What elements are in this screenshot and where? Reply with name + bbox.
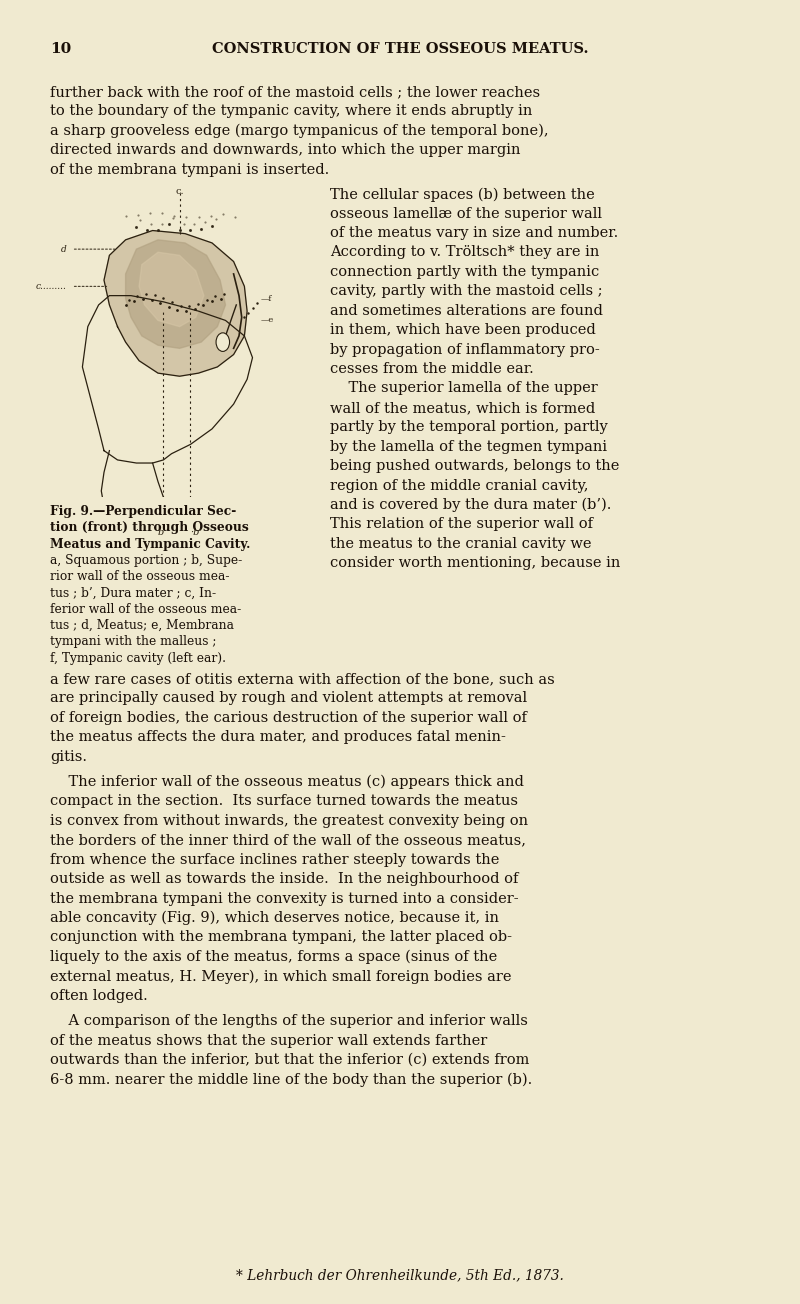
Text: able concavity (Fig. 9), which deserves notice, because it, in: able concavity (Fig. 9), which deserves … [50,911,499,926]
Text: tus ; b’, Dura mater ; c, In-: tus ; b’, Dura mater ; c, In- [50,587,216,600]
Text: cesses from the middle ear.: cesses from the middle ear. [330,363,534,376]
Text: outside as well as towards the inside.  In the neighbourhood of: outside as well as towards the inside. I… [50,872,518,887]
Polygon shape [126,240,226,348]
Text: c.: c. [175,188,184,196]
Text: rior wall of the osseous mea-: rior wall of the osseous mea- [50,570,230,583]
Text: —e: —e [261,317,274,325]
Text: 6-8 mm. nearer the middle line of the body than the superior (b).: 6-8 mm. nearer the middle line of the bo… [50,1072,532,1086]
Text: Fig. 9.—Perpendicular Sec-: Fig. 9.—Perpendicular Sec- [50,505,236,518]
Text: CONSTRUCTION OF THE OSSEOUS MEATUS.: CONSTRUCTION OF THE OSSEOUS MEATUS. [212,42,588,56]
Text: b: b [158,528,164,537]
Text: a, Squamous portion ; b, Supe-: a, Squamous portion ; b, Supe- [50,554,242,567]
Text: the meatus affects the dura mater, and produces fatal menin-: the meatus affects the dura mater, and p… [50,730,506,745]
Text: connection partly with the tympanic: connection partly with the tympanic [330,265,599,279]
Text: outwards than the inferior, but that the inferior (c) extends from: outwards than the inferior, but that the… [50,1054,530,1067]
Ellipse shape [216,333,230,351]
Text: partly by the temporal portion, partly: partly by the temporal portion, partly [330,420,608,434]
Text: are principally caused by rough and violent attempts at removal: are principally caused by rough and viol… [50,691,527,705]
Text: by propagation of inflammatory pro-: by propagation of inflammatory pro- [330,343,600,356]
Text: region of the middle cranial cavity,: region of the middle cranial cavity, [330,479,589,493]
Text: A comparison of the lengths of the superior and inferior walls: A comparison of the lengths of the super… [50,1015,528,1028]
Text: osseous lamellæ of the superior wall: osseous lamellæ of the superior wall [330,206,602,220]
Text: of the membrana tympani is inserted.: of the membrana tympani is inserted. [50,163,330,177]
Text: d: d [61,245,66,253]
Polygon shape [104,231,247,377]
Polygon shape [139,252,204,326]
Text: ferior wall of the osseous mea-: ferior wall of the osseous mea- [50,602,242,615]
Text: in them, which have been produced: in them, which have been produced [330,323,596,338]
Text: of foreign bodies, the carious destruction of the superior wall of: of foreign bodies, the carious destructi… [50,711,527,725]
Text: 10: 10 [50,42,71,56]
Text: often lodged.: often lodged. [50,988,148,1003]
Text: cavity, partly with the mastoid cells ;: cavity, partly with the mastoid cells ; [330,284,602,299]
Text: tympani with the malleus ;: tympani with the malleus ; [50,635,217,648]
Text: from whence the surface inclines rather steeply towards the: from whence the surface inclines rather … [50,853,499,867]
Text: —f: —f [261,295,272,303]
Text: tus ; d, Meatus; e, Membrana: tus ; d, Meatus; e, Membrana [50,619,234,632]
Text: This relation of the superior wall of: This relation of the superior wall of [330,518,593,531]
Text: of the meatus vary in size and number.: of the meatus vary in size and number. [330,226,618,240]
Text: f, Tympanic cavity (left ear).: f, Tympanic cavity (left ear). [50,652,226,665]
Text: The superior lamella of the upper: The superior lamella of the upper [330,381,598,395]
Text: conjunction with the membrana tympani, the latter placed ob-: conjunction with the membrana tympani, t… [50,931,512,944]
Text: gitis.: gitis. [50,750,87,764]
Text: * Lehrbuch der Ohrenheilkunde, 5th Ed., 1873.: * Lehrbuch der Ohrenheilkunde, 5th Ed., … [236,1267,564,1282]
Text: external meatus, H. Meyer), in which small foreign bodies are: external meatus, H. Meyer), in which sma… [50,969,511,983]
Text: ·b': ·b' [190,528,202,537]
Text: and is covered by the dura mater (b’).: and is covered by the dura mater (b’). [330,498,611,512]
Text: the borders of the inner third of the wall of the osseous meatus,: the borders of the inner third of the wa… [50,833,526,848]
Text: wall of the meatus, which is formed: wall of the meatus, which is formed [330,400,595,415]
Text: tion (front) through Osseous: tion (front) through Osseous [50,522,249,535]
Text: directed inwards and downwards, into which the upper margin: directed inwards and downwards, into whi… [50,143,521,158]
Text: by the lamella of the tegmen tympani: by the lamella of the tegmen tympani [330,439,607,454]
Text: being pushed outwards, belongs to the: being pushed outwards, belongs to the [330,459,619,473]
Text: The inferior wall of the osseous meatus (c) appears thick and: The inferior wall of the osseous meatus … [50,775,524,789]
Text: of the meatus shows that the superior wall extends farther: of the meatus shows that the superior wa… [50,1034,487,1047]
Text: consider worth mentioning, because in: consider worth mentioning, because in [330,557,620,570]
Text: The cellular spaces (b) between the: The cellular spaces (b) between the [330,188,594,202]
Text: compact in the section.  Its surface turned towards the meatus: compact in the section. Its surface turn… [50,794,518,808]
Text: to the boundary of the tympanic cavity, where it ends abruptly in: to the boundary of the tympanic cavity, … [50,104,532,119]
Text: a few rare cases of otitis externa with affection of the bone, such as: a few rare cases of otitis externa with … [50,672,554,686]
Text: Meatus and Tympanic Cavity.: Meatus and Tympanic Cavity. [50,537,250,550]
Text: c.........: c......... [35,282,66,291]
Text: the meatus to the cranial cavity we: the meatus to the cranial cavity we [330,537,591,550]
Text: the membrana tympani the convexity is turned into a consider-: the membrana tympani the convexity is tu… [50,892,518,905]
Text: is convex from without inwards, the greatest convexity being on: is convex from without inwards, the grea… [50,814,528,828]
Text: a sharp grooveless edge (margo tympanicus of the temporal bone),: a sharp grooveless edge (margo tympanicu… [50,124,549,138]
Text: According to v. Tröltsch* they are in: According to v. Tröltsch* they are in [330,245,599,259]
Text: liquely to the axis of the meatus, forms a space (sinus of the: liquely to the axis of the meatus, forms… [50,949,498,964]
Text: and sometimes alterations are found: and sometimes alterations are found [330,304,603,318]
Text: further back with the roof of the mastoid cells ; the lower reaches: further back with the roof of the mastoi… [50,85,540,99]
